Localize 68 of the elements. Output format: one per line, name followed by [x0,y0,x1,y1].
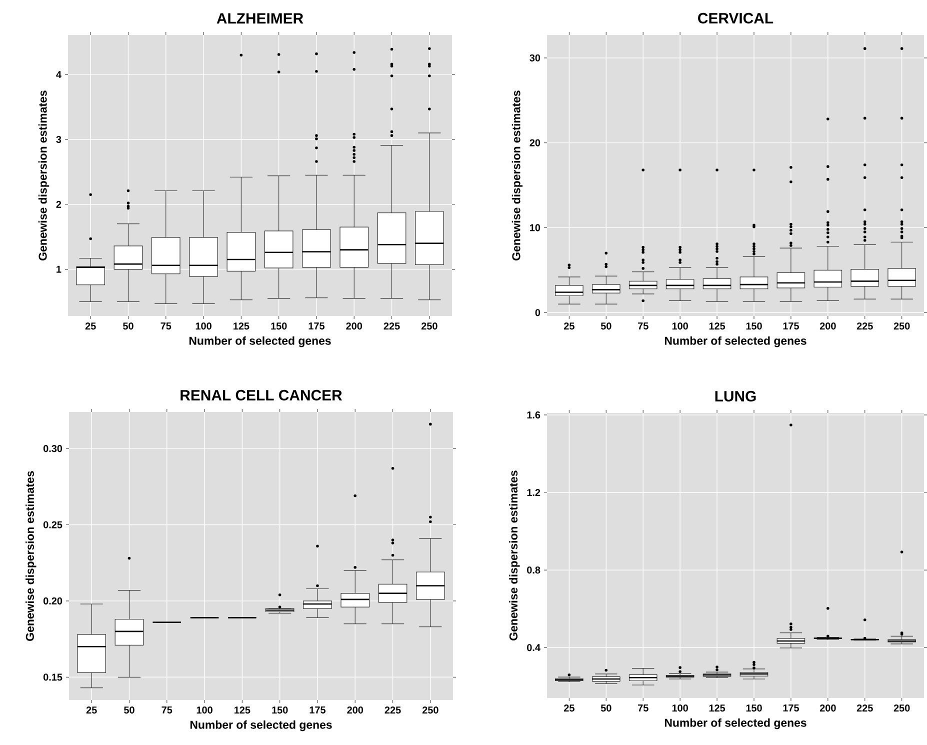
x-tick-label: 200 [820,322,836,330]
x-tick-label: 125 [709,322,726,330]
y-tick-label: 0.8 [527,566,540,574]
x-tick-label: 200 [820,704,836,712]
y-tick-label: 10 [530,224,540,232]
y-tick-label: 2 [56,200,62,208]
y-tick-label: 20 [530,139,540,146]
x-tick-label: 125 [234,706,250,714]
x-axis-title: Number of selected genes [664,336,806,348]
x-tick-label: 50 [124,706,134,714]
x-tick-label: 175 [783,704,799,712]
y-tick-label: 4 [56,71,62,78]
chart-title: RENAL CELL CANCER [180,390,342,400]
x-tick-label: 250 [422,706,438,714]
x-tick-label: 150 [271,322,287,330]
x-tick-label: 175 [310,706,326,714]
x-tick-label: 100 [196,706,212,714]
x-tick-label: 200 [346,322,362,330]
x-tick-label: 75 [162,706,172,714]
chart-title: LUNG [715,390,756,402]
y-tick-label: 30 [530,54,540,62]
x-axis-title: Number of selected genes [190,720,332,732]
y-tick-label: 1.6 [527,411,540,418]
x-tick-label: 150 [746,704,762,712]
x-tick-label: 50 [123,322,134,330]
y-axis-title: Genewise dispersion estimates [509,470,520,640]
x-tick-label: 225 [856,704,873,712]
x-tick-label: 125 [709,704,726,712]
x-tick-label: 125 [233,322,250,330]
y-tick-label: 1.2 [527,489,540,496]
y-tick-label: 3 [56,136,62,144]
y-axis-title: Genewise dispersion estimates [38,90,50,260]
y-tick-label: 0.15 [43,674,62,681]
x-tick-label: 50 [600,322,612,330]
x-tick-label: 225 [384,322,400,330]
x-tick-label: 225 [856,322,873,330]
x-tick-label: 75 [160,322,172,330]
x-tick-label: 250 [894,704,910,712]
x-tick-label: 100 [672,704,688,712]
x-tick-label: 25 [86,706,97,714]
y-tick-label: 1 [56,266,62,273]
y-tick-label: 0.4 [527,644,540,652]
x-tick-label: 150 [746,322,762,330]
y-tick-label: 0.20 [43,597,62,604]
x-tick-label: 200 [347,706,364,714]
x-tick-label: 175 [783,322,799,330]
y-tick-label: 0.25 [43,521,62,528]
y-tick-label: 0.30 [43,445,62,452]
x-tick-label: 25 [85,322,96,330]
x-tick-label: 50 [600,704,612,712]
x-tick-label: 225 [384,706,401,714]
x-tick-label: 100 [672,322,688,330]
chart-title: ALZHEIMER [216,13,304,24]
x-tick-label: 25 [564,704,574,712]
chart-title: CERVICAL [698,12,774,24]
x-axis-title: Number of selected genes [189,336,331,348]
x-tick-label: 75 [638,704,648,712]
y-axis-title: Genewise dispersion estimates [26,471,36,641]
x-tick-label: 150 [272,706,288,714]
y-axis-title: Genewise dispersion estimates [512,90,523,260]
y-tick-label: 0 [535,309,540,316]
x-tick-label: 75 [638,322,648,330]
x-tick-label: 25 [564,322,574,330]
x-tick-label: 250 [421,322,438,330]
x-tick-label: 250 [894,322,910,330]
x-tick-label: 100 [196,322,212,330]
x-tick-label: 175 [308,322,325,330]
x-axis-title: Number of selected genes [664,718,806,730]
